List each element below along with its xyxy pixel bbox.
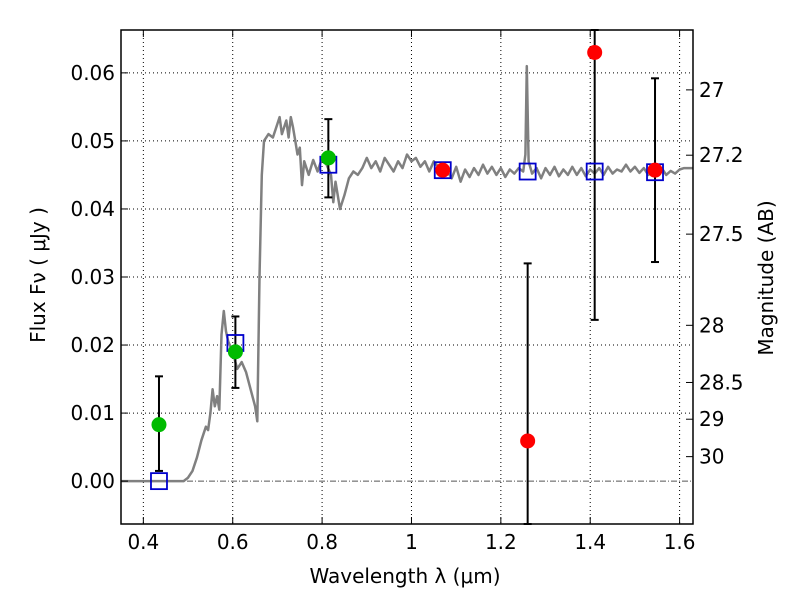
x-tick-label: 1.4 bbox=[574, 530, 606, 554]
x-axis-title: Wavelength λ (μm) bbox=[309, 564, 500, 588]
ticks-layer: 0.4 0.6 0.8 1 1.2 1.4 1.6 0.00 0.01 0.02 0.03 0.04 0… bbox=[70, 30, 744, 554]
y-tick-label: 0.02 bbox=[70, 333, 115, 357]
grid-lines bbox=[121, 30, 693, 524]
flux-point-green bbox=[151, 417, 167, 433]
magnitude-tick-label: 27.2 bbox=[699, 143, 744, 167]
flux-point-green bbox=[320, 150, 336, 166]
model-photometry-square bbox=[433, 161, 452, 180]
model-photometry-square bbox=[585, 162, 604, 181]
magnitude-tick-label: 27 bbox=[699, 78, 724, 102]
magnitude-tick-label: 30 bbox=[699, 445, 724, 469]
x-tick-label: 0.8 bbox=[306, 530, 338, 554]
flux-point-red bbox=[647, 162, 663, 178]
x-tick-label: 1.6 bbox=[664, 530, 696, 554]
flux-point-red bbox=[587, 44, 603, 60]
x-tick-label: 0.4 bbox=[127, 530, 159, 554]
magnitude-tick-label: 28.5 bbox=[699, 370, 744, 394]
x-tick-label: 1.2 bbox=[485, 530, 517, 554]
y-tick-label: 0.04 bbox=[70, 197, 115, 221]
flux-point-green bbox=[227, 344, 243, 360]
model-photometry-square bbox=[518, 162, 537, 181]
flux-point-red bbox=[520, 433, 536, 449]
y-tick-label: 0.03 bbox=[70, 265, 115, 289]
y-tick-label: 0.05 bbox=[70, 129, 115, 153]
spectrum-layer bbox=[121, 64, 693, 483]
y-tick-label: 0.00 bbox=[70, 469, 115, 493]
y-axis-title-right: Magnitude (AB) bbox=[754, 200, 778, 355]
flux-point-red bbox=[435, 162, 451, 178]
y-axis-title-left: Flux Fν ( μJy ) bbox=[26, 207, 50, 343]
magnitude-tick-label: 29 bbox=[699, 407, 724, 431]
y-tick-label: 0.01 bbox=[70, 401, 115, 425]
spectrum-line bbox=[121, 64, 693, 483]
marker-layer bbox=[150, 44, 664, 491]
magnitude-tick-label: 28 bbox=[699, 313, 724, 337]
y-tick-label: 0.06 bbox=[70, 61, 115, 85]
plot-frame bbox=[120, 29, 694, 525]
magnitude-tick-label: 27.5 bbox=[699, 222, 744, 246]
model-photometry-square bbox=[150, 472, 168, 491]
x-tick-label: 0.6 bbox=[217, 530, 249, 554]
errorbar-layer bbox=[154, 29, 660, 525]
x-tick-label: 1 bbox=[405, 530, 418, 554]
